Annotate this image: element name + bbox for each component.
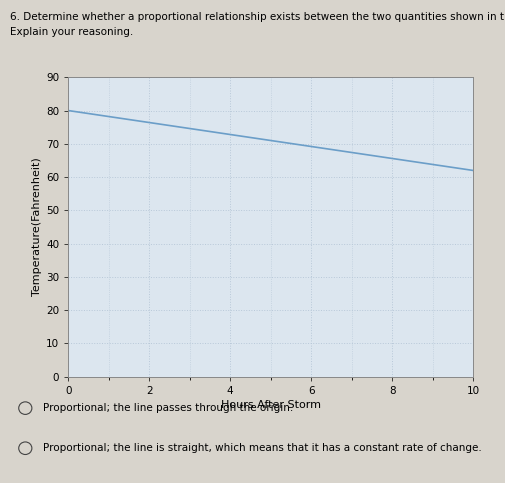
Text: Proportional; the line is straight, which means that it has a constant rate of c: Proportional; the line is straight, whic…: [43, 443, 481, 453]
X-axis label: Hours After Storm: Hours After Storm: [220, 400, 320, 410]
Text: Explain your reasoning.: Explain your reasoning.: [10, 27, 133, 37]
Text: 6. Determine whether a proportional relationship exists between the two quantiti: 6. Determine whether a proportional rela…: [10, 12, 505, 22]
Y-axis label: Temperature(Fahrenheit): Temperature(Fahrenheit): [32, 157, 42, 297]
Text: Proportional; the line passes through the origin.: Proportional; the line passes through th…: [43, 403, 293, 413]
